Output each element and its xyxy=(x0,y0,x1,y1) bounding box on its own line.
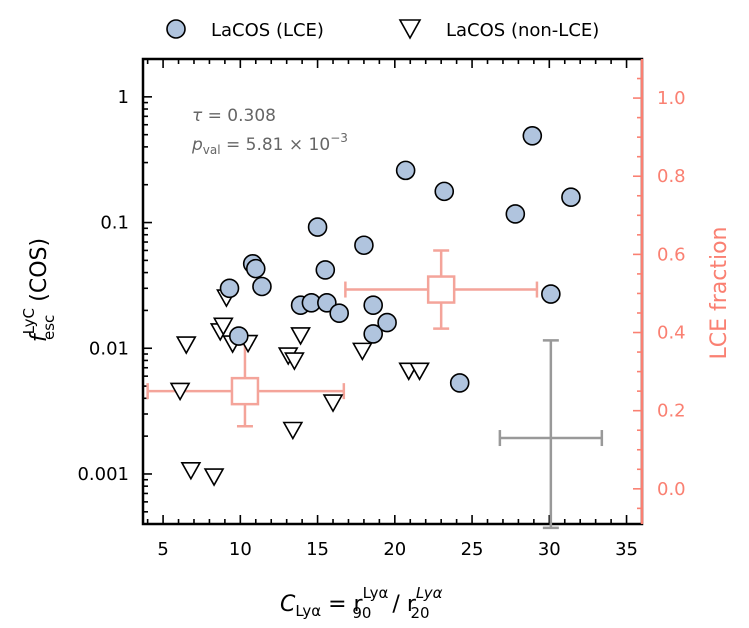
right-tick-label: 0.4 xyxy=(657,323,686,344)
right-tick-label: 0.0 xyxy=(657,479,686,500)
pval-exponent: −3 xyxy=(330,131,348,145)
x-label-c-sub: Lyα xyxy=(295,602,321,620)
lce-point xyxy=(561,187,581,208)
x-tick-label: 30 xyxy=(538,539,561,560)
tau-annotation: τ = 0.308 xyxy=(192,106,276,126)
pval-annotation: pval = 5.81 × 10−3 xyxy=(191,131,348,157)
data-points xyxy=(169,125,581,487)
right-tick-label: 0.8 xyxy=(657,166,686,187)
non-lce-point xyxy=(169,382,191,402)
non-lce-point xyxy=(203,468,225,487)
x-label-sup2: Lyα xyxy=(416,584,443,602)
x-label-sup1: Lyα xyxy=(363,584,389,602)
lce-point xyxy=(354,235,374,256)
y-label-f: f xyxy=(27,331,52,342)
y-tick-label: 0.1 xyxy=(100,213,129,234)
non-lce-point xyxy=(409,362,430,381)
right-tick-label: 0.6 xyxy=(657,244,686,265)
lce-fraction-bin-marker xyxy=(426,275,456,304)
x-tick-label: 35 xyxy=(615,539,638,560)
y-tick-label: 1 xyxy=(118,87,129,108)
non-lce-point xyxy=(175,336,197,355)
pval-symbol: p xyxy=(191,135,203,155)
x-label-sub2: 20 xyxy=(410,604,429,622)
pval-value: = 5.81 × 10 xyxy=(221,135,331,155)
non-lce-point xyxy=(282,421,304,441)
x-label-c: C xyxy=(280,592,296,617)
lce-point xyxy=(449,373,470,393)
stat-annotation: τ = 0.308 pval = 5.81 × 10−3 xyxy=(191,106,348,157)
legend-lce-marker xyxy=(166,19,186,39)
x-tick-label: 15 xyxy=(306,539,329,560)
lce-point xyxy=(219,278,240,299)
lce-point xyxy=(522,125,543,146)
right-tick-label: 0.2 xyxy=(657,401,686,422)
y-label-sub: esc xyxy=(40,315,58,340)
x-tick-label: 20 xyxy=(383,539,406,560)
non-lce-point xyxy=(284,352,305,371)
right-axis-label: LCE fraction xyxy=(707,226,732,359)
y-label-rest: (COS) xyxy=(27,238,52,309)
lce-point xyxy=(329,303,350,324)
lce-point xyxy=(363,324,383,344)
x-tick-label: 25 xyxy=(461,539,484,560)
y-axis-label: fLyC esc (COS) xyxy=(20,238,58,342)
y-label-sup: LyC xyxy=(20,308,38,334)
lce-fraction-bin-marker xyxy=(230,376,260,406)
legend-nonlce-marker xyxy=(398,19,422,40)
x-tick-label: 10 xyxy=(229,539,252,560)
lce-point xyxy=(307,217,328,237)
lce-point xyxy=(252,276,272,297)
x-axis-label: CLyα = rLyα 90 / rLyα 20 xyxy=(280,584,443,622)
tau-symbol: τ xyxy=(192,106,203,126)
non-lce-point xyxy=(290,327,311,346)
lce-point xyxy=(245,258,266,279)
lce-point xyxy=(434,181,455,202)
x-label-sub1: 90 xyxy=(352,604,371,622)
tau-value: = 0.308 xyxy=(202,106,276,126)
error-bars xyxy=(146,249,604,530)
non-lce-point xyxy=(352,342,373,361)
lce-point xyxy=(505,204,526,224)
lce-point xyxy=(541,284,561,304)
non-lce-point xyxy=(180,461,202,481)
non-lce-point xyxy=(212,317,234,336)
y-tick-label: 0.001 xyxy=(77,464,129,485)
x-tick-label: 5 xyxy=(157,539,168,560)
legend-lce-label: LaCOS (LCE) xyxy=(211,20,324,41)
lce-point xyxy=(315,260,336,280)
lce-point xyxy=(395,160,416,181)
x-label-slash: / r xyxy=(385,592,416,617)
lce-point xyxy=(228,326,249,346)
lce-point xyxy=(377,312,397,333)
x-label-eq: = r xyxy=(321,592,363,617)
legend-nonlce-label: LaCOS (non-LCE) xyxy=(446,20,599,41)
axis-ticks: 5 10 15 20 25 30 35 0.001 0.01 0.1 1 0.0 0.2 0.4 0.6 0.… xyxy=(77,58,686,560)
legend: LaCOS (LCE) LaCOS (non-LCE) xyxy=(166,19,599,41)
lce-point xyxy=(317,292,337,313)
right-tick-label: 1.0 xyxy=(657,88,686,109)
pval-subscript: val xyxy=(203,143,221,157)
non-lce-point xyxy=(322,394,344,413)
y-tick-label: 0.01 xyxy=(89,338,129,359)
lce-point xyxy=(363,295,383,316)
